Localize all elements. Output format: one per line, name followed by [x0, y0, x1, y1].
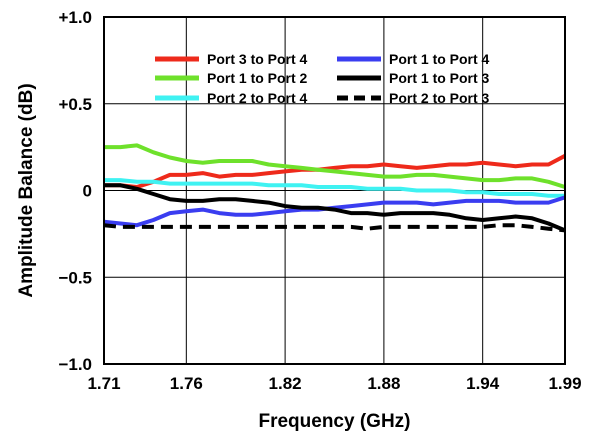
- x-axis-title: Frequency (GHz): [258, 411, 410, 432]
- x-tick-label: 1.71: [87, 374, 120, 393]
- series-line-3: [104, 178, 565, 198]
- legend-label: Port 2 to Port 3: [389, 90, 490, 106]
- x-tick-label: 1.99: [548, 374, 581, 393]
- legend-label: Port 1 to Port 3: [389, 70, 490, 86]
- series-line-2: [104, 143, 566, 189]
- y-tick-label: −1.0: [58, 355, 92, 374]
- legend-label: Port 2 to Port 4: [207, 90, 308, 106]
- y-tick-label: +1.0: [58, 8, 92, 27]
- y-tick-label: +0.5: [58, 95, 92, 114]
- grid-layer: [104, 17, 565, 364]
- y-tick-label: −0.5: [58, 268, 92, 287]
- tick-layer: 1.71 1.76 1.82 1.88 1.94 1.99 +1.0 +0.5 0 −0.5 −1.…: [58, 8, 581, 393]
- x-tick-label: 1.82: [269, 374, 302, 393]
- legend-label: Port 1 to Port 2: [207, 70, 308, 86]
- series-line-1: [104, 154, 566, 189]
- legend-label: Port 1 to Port 4: [389, 51, 490, 67]
- legend-label: Port 3 to Port 4: [207, 51, 308, 67]
- y-axis-title: Amplitude Balance (dB): [16, 83, 37, 297]
- series-layer: [103, 143, 566, 233]
- plot-frame: [103, 16, 566, 365]
- y-tick-label: 0: [83, 182, 92, 201]
- series-line-6: [103, 223, 566, 233]
- legend: Port 3 to Port 4 Port 1 to Port 4 Port 1 t…: [155, 51, 490, 106]
- x-tick-label: 1.88: [367, 374, 400, 393]
- x-tick-label: 1.94: [466, 374, 500, 393]
- series-line-5: [104, 183, 566, 233]
- x-tick-label: 1.76: [170, 374, 203, 393]
